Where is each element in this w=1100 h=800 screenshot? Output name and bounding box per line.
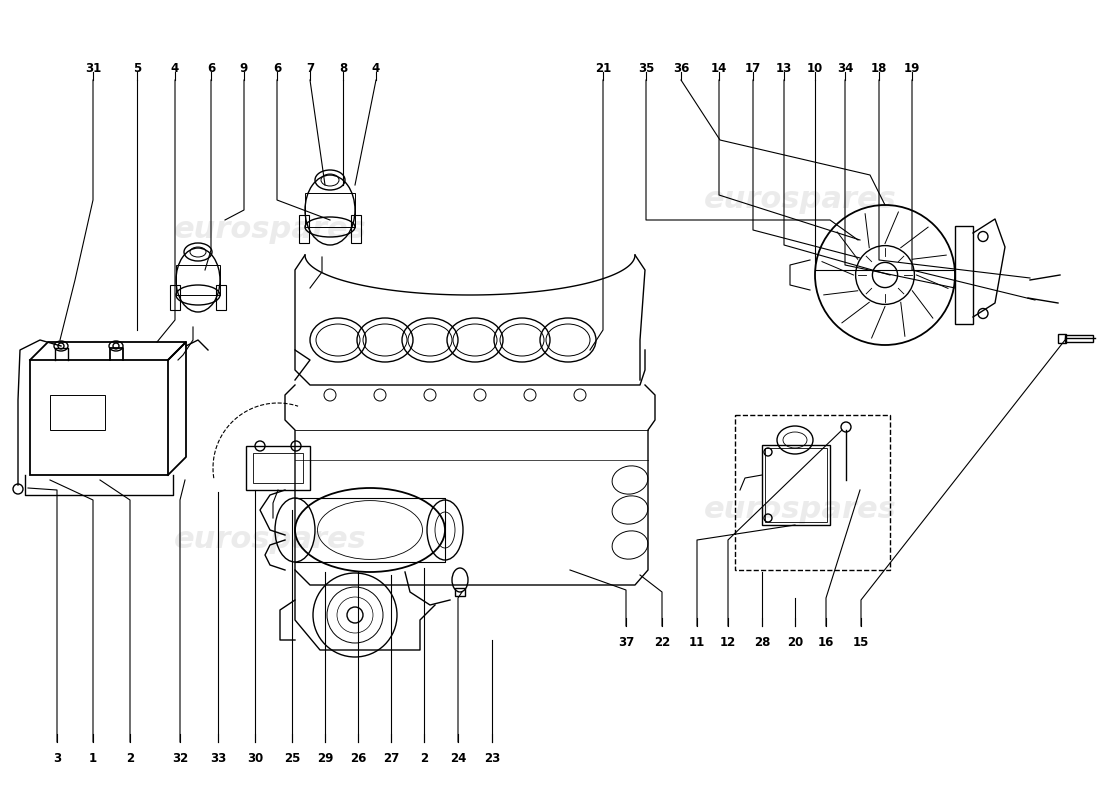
Bar <box>955 226 974 324</box>
Text: 31: 31 <box>85 62 101 75</box>
Text: 12: 12 <box>719 636 736 649</box>
Text: 36: 36 <box>673 62 690 75</box>
Text: 22: 22 <box>653 636 670 649</box>
Bar <box>30 360 168 475</box>
Text: 10: 10 <box>807 62 823 75</box>
Text: 20: 20 <box>786 636 803 649</box>
Bar <box>170 285 180 310</box>
Text: 3: 3 <box>53 752 62 765</box>
Text: eurospares: eurospares <box>174 215 366 245</box>
Bar <box>351 215 361 243</box>
Text: 1: 1 <box>89 752 97 765</box>
Text: 4: 4 <box>372 62 381 75</box>
Text: 34: 34 <box>837 62 854 75</box>
Bar <box>1058 334 1066 343</box>
Text: eurospares: eurospares <box>704 186 896 214</box>
Text: 6: 6 <box>273 62 282 75</box>
Bar <box>764 448 827 522</box>
Text: 16: 16 <box>817 636 834 649</box>
Text: eurospares: eurospares <box>704 495 896 525</box>
Text: 19: 19 <box>904 62 921 75</box>
Text: 37: 37 <box>618 636 634 649</box>
Text: 13: 13 <box>776 62 792 75</box>
Bar <box>735 415 890 570</box>
Bar <box>455 588 465 596</box>
Text: 11: 11 <box>689 636 705 649</box>
Text: 28: 28 <box>754 636 770 649</box>
Text: 26: 26 <box>350 752 366 765</box>
Text: 33: 33 <box>210 752 227 765</box>
Text: 14: 14 <box>711 62 727 75</box>
Text: 30: 30 <box>246 752 263 765</box>
Text: 24: 24 <box>450 752 466 765</box>
Text: 17: 17 <box>745 62 761 75</box>
Text: 2: 2 <box>420 752 428 765</box>
Text: 29: 29 <box>317 752 333 765</box>
Text: 23: 23 <box>484 752 500 765</box>
Bar <box>253 453 302 483</box>
Bar <box>216 285 225 310</box>
Text: 9: 9 <box>240 62 249 75</box>
Text: 5: 5 <box>133 62 141 75</box>
Text: 18: 18 <box>871 62 888 75</box>
Bar <box>1065 335 1093 342</box>
Bar <box>50 395 104 430</box>
Text: 27: 27 <box>383 752 399 765</box>
Bar <box>762 445 830 525</box>
Text: 35: 35 <box>638 62 654 75</box>
Bar <box>246 446 310 490</box>
Bar <box>299 215 309 243</box>
Text: 2: 2 <box>125 752 134 765</box>
Text: 21: 21 <box>595 62 612 75</box>
Text: 8: 8 <box>339 62 348 75</box>
Text: 4: 4 <box>170 62 179 75</box>
Text: 7: 7 <box>306 62 315 75</box>
Text: 15: 15 <box>852 636 869 649</box>
Text: 25: 25 <box>284 752 300 765</box>
Text: 32: 32 <box>172 752 188 765</box>
Text: eurospares: eurospares <box>174 526 366 554</box>
Bar <box>305 193 355 227</box>
Text: 6: 6 <box>207 62 216 75</box>
Bar <box>176 265 220 295</box>
